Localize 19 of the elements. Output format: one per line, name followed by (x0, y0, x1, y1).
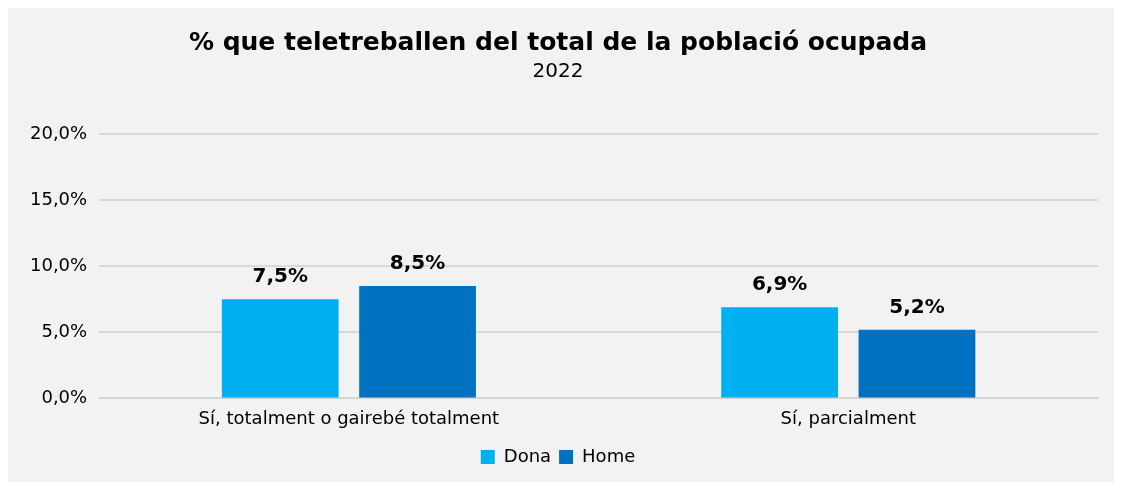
bar (858, 329, 976, 398)
bar (359, 286, 476, 398)
data-label: 5,2% (889, 293, 945, 318)
y-tick-label: 10,0% (29, 253, 88, 275)
chart-subtitle: 2022 (532, 58, 584, 83)
data-label: 8,5% (389, 250, 446, 275)
data-label: 7,5% (252, 263, 308, 288)
x-tick-label: Sí, totalment o gairebé totalment (198, 406, 500, 428)
legend-label: Home (582, 444, 636, 466)
data-label: 6,9% (751, 271, 808, 296)
legend-label: Dona (503, 444, 552, 466)
bar (221, 299, 339, 398)
y-tick-label: 0,0% (41, 386, 88, 408)
y-tick-label: 5,0% (41, 319, 88, 341)
y-tick-label: 20,0% (29, 121, 88, 143)
bar (721, 307, 838, 398)
y-tick-label: 15,0% (29, 187, 88, 209)
x-tick-label: Sí, parcialment (780, 406, 916, 428)
chart-title: % que teletreballen del total de la població ocupada (188, 26, 928, 56)
